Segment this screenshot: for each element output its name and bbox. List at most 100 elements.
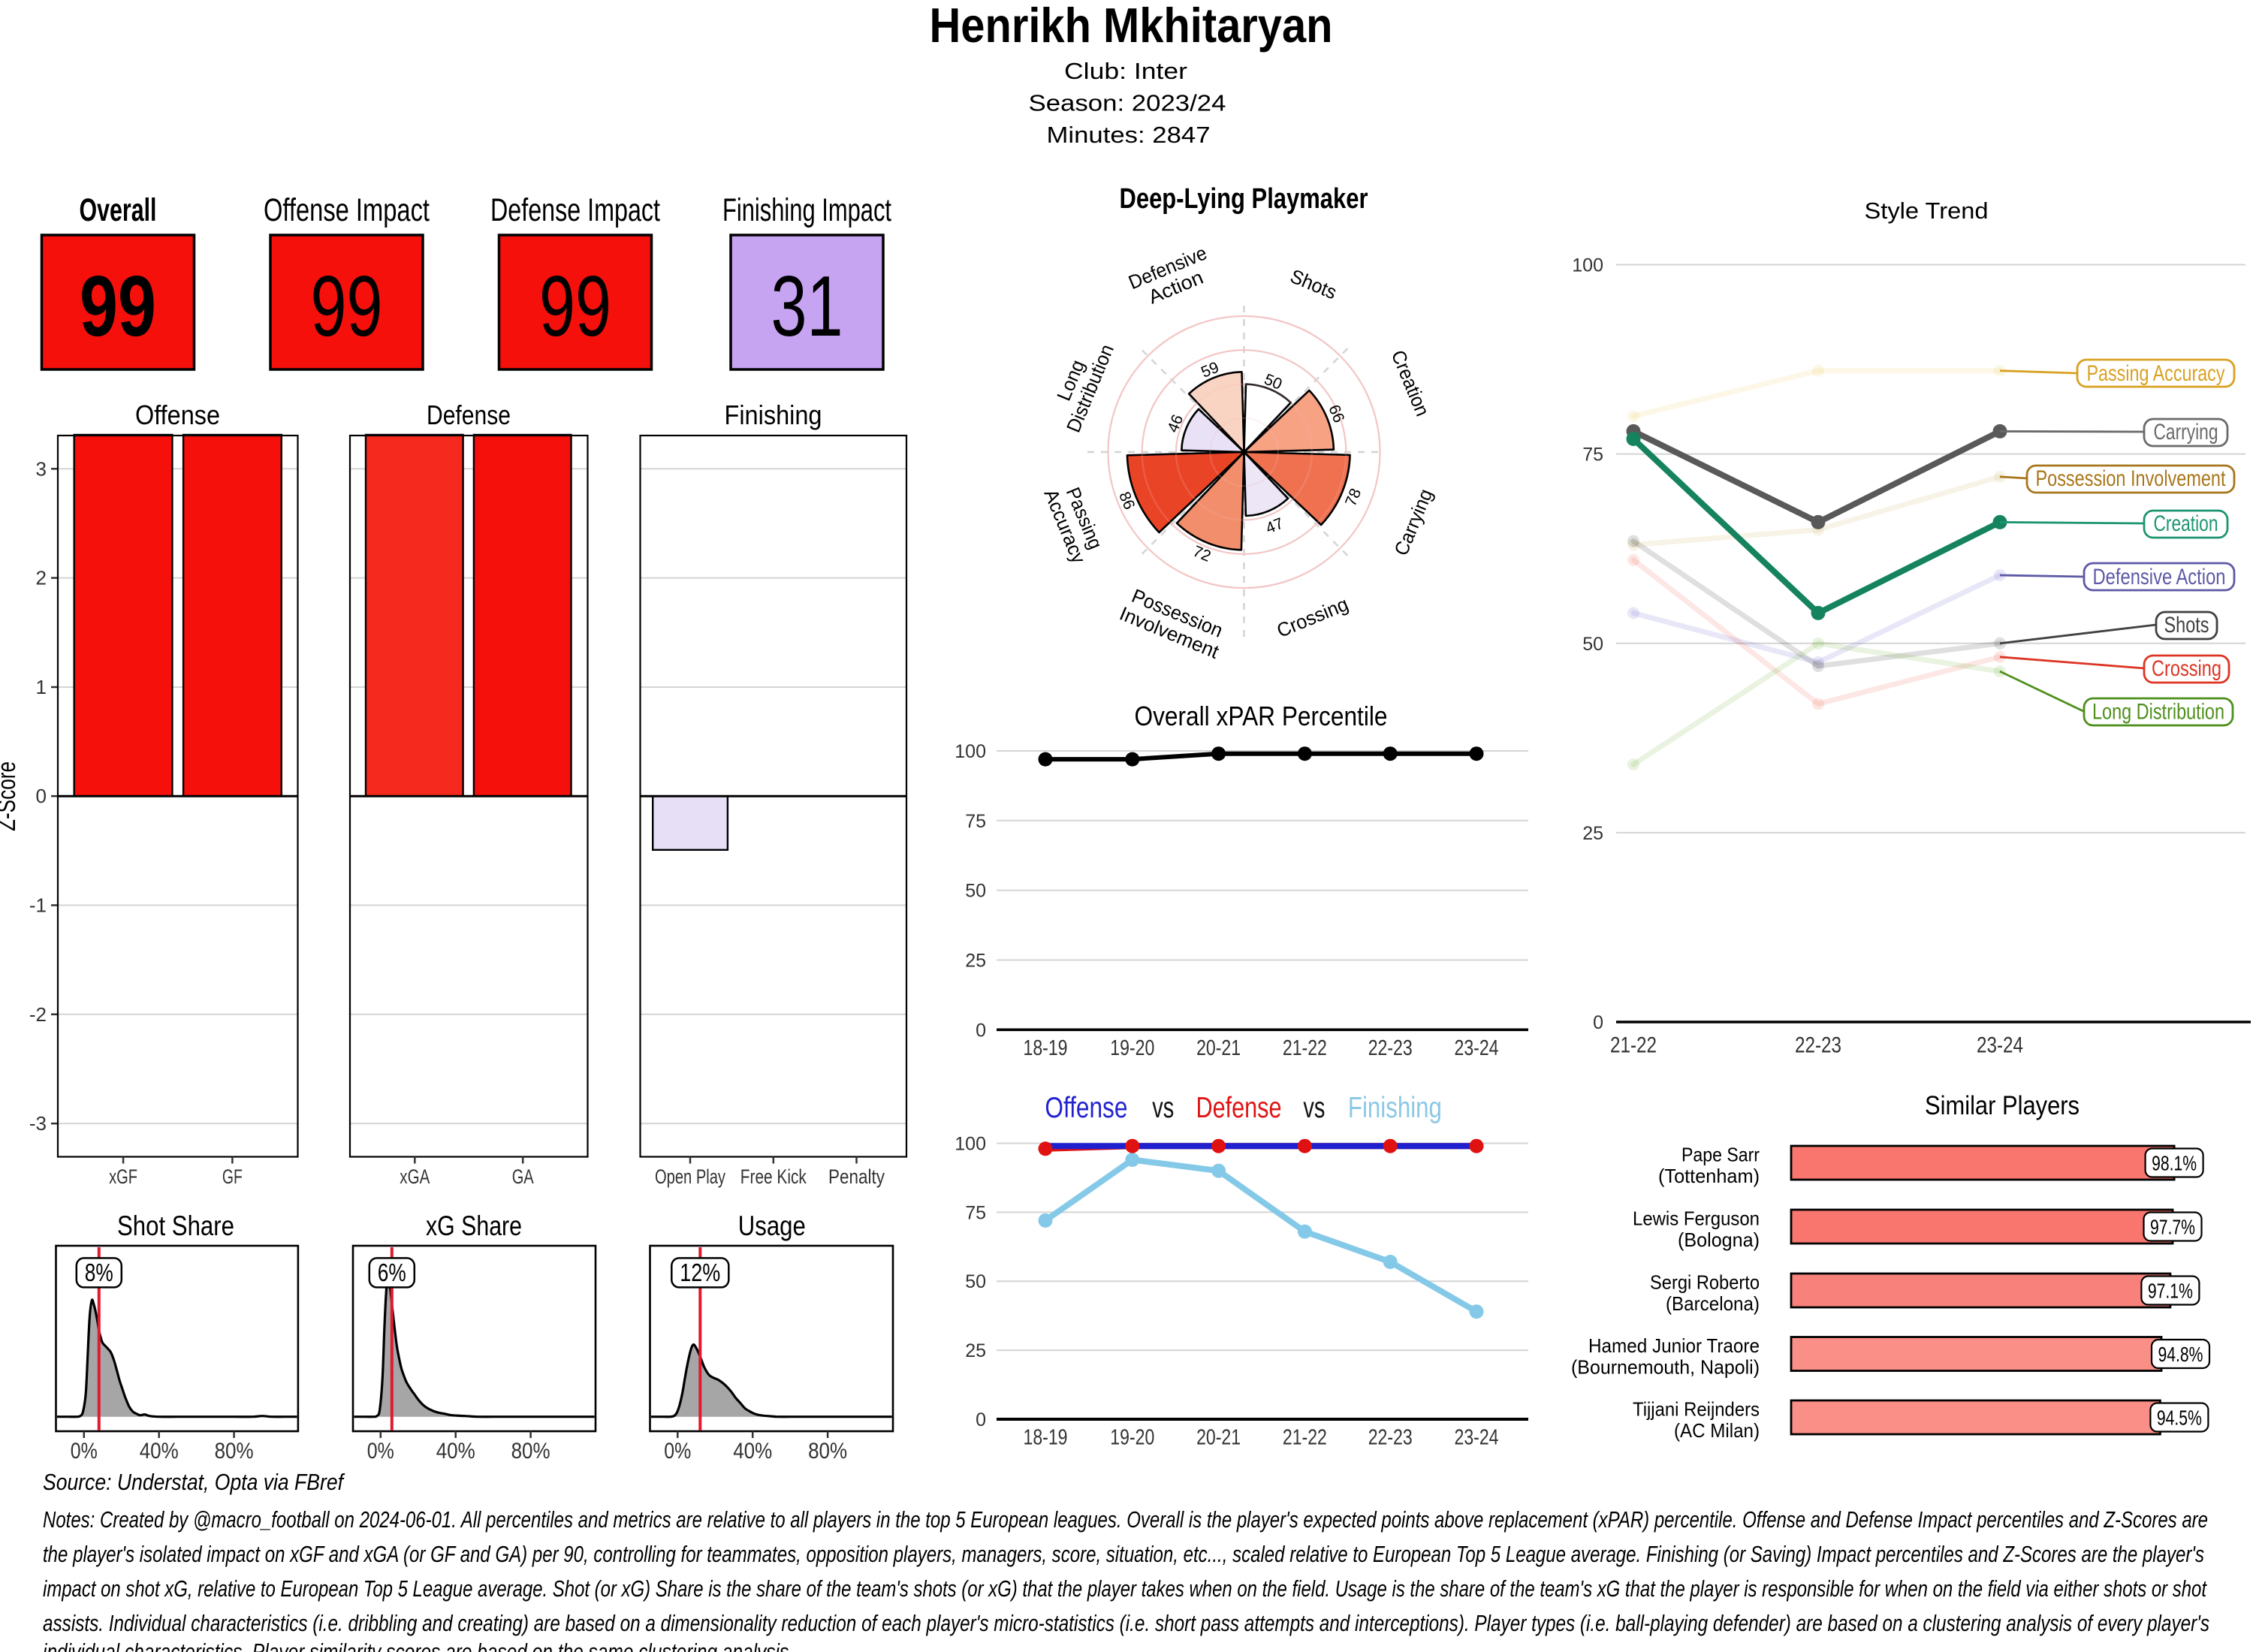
svg-text:Defense: Defense (427, 399, 511, 430)
svg-text:100: 100 (1572, 255, 1603, 276)
svg-text:(Bournemouth, Napoli): (Bournemouth, Napoli) (1571, 1356, 1760, 1379)
svg-text:80%: 80% (215, 1439, 254, 1464)
svg-text:100: 100 (955, 741, 986, 762)
svg-text:3: 3 (36, 457, 47, 480)
svg-text:(Tottenham): (Tottenham) (1658, 1165, 1760, 1187)
svg-text:75: 75 (965, 1202, 986, 1223)
svg-text:40%: 40% (733, 1439, 772, 1464)
svg-text:99: 99 (80, 259, 156, 354)
svg-text:Overall: Overall (80, 192, 157, 228)
svg-text:Hamed Junior Traore: Hamed Junior Traore (1588, 1334, 1760, 1357)
svg-text:50: 50 (965, 881, 986, 902)
svg-text:Defense: Defense (1196, 1092, 1282, 1124)
svg-text:vs: vs (1303, 1092, 1325, 1124)
svg-text:Defensive Action: Defensive Action (2093, 565, 2226, 589)
svg-text:80%: 80% (511, 1439, 550, 1464)
svg-text:xG Share: xG Share (426, 1210, 522, 1241)
svg-text:23-24: 23-24 (1455, 1426, 1499, 1450)
svg-text:GA: GA (512, 1165, 534, 1188)
svg-text:Offense: Offense (1045, 1092, 1127, 1124)
svg-text:(Bologna): (Bologna) (1678, 1228, 1760, 1251)
svg-text:12%: 12% (680, 1259, 720, 1286)
svg-text:Notes: Created by @macro_footb: Notes: Created by @macro_football on 202… (43, 1506, 2208, 1533)
svg-text:31: 31 (771, 259, 843, 354)
svg-text:Free Kick: Free Kick (740, 1165, 807, 1188)
svg-text:(AC Milan): (AC Milan) (1674, 1419, 1760, 1442)
svg-text:50: 50 (965, 1271, 986, 1292)
svg-text:22-23: 22-23 (1368, 1426, 1413, 1450)
svg-text:Shot Share: Shot Share (117, 1210, 234, 1241)
svg-text:Lewis Ferguson: Lewis Ferguson (1633, 1207, 1760, 1230)
svg-text:Defense Impact: Defense Impact (490, 192, 660, 228)
svg-text:Minutes: 2847: Minutes: 2847 (1047, 122, 1211, 148)
svg-text:23-24: 23-24 (1455, 1036, 1499, 1060)
svg-text:50: 50 (1582, 634, 1603, 655)
svg-text:25: 25 (965, 1340, 986, 1361)
svg-text:-2: -2 (29, 1003, 47, 1026)
svg-text:Passing Accuracy: Passing Accuracy (2087, 361, 2225, 386)
svg-text:Z-Score: Z-Score (0, 761, 21, 831)
svg-text:18-19: 18-19 (1024, 1036, 1068, 1060)
svg-text:Possession Involvement: Possession Involvement (2036, 466, 2227, 491)
svg-text:6%: 6% (378, 1259, 406, 1286)
svg-text:Finishing: Finishing (725, 399, 822, 430)
svg-text:97.1%: 97.1% (2148, 1280, 2193, 1303)
svg-text:2: 2 (36, 567, 47, 589)
svg-text:Open Play: Open Play (655, 1165, 725, 1188)
svg-text:Creation: Creation (2154, 511, 2218, 536)
svg-text:75: 75 (1582, 445, 1603, 466)
svg-text:99: 99 (539, 259, 611, 354)
svg-text:22-23: 22-23 (1795, 1033, 1841, 1058)
svg-text:Source: Understat, Opta via FB: Source: Understat, Opta via FBref (43, 1469, 345, 1495)
svg-text:Offense: Offense (135, 399, 220, 430)
svg-text:0%: 0% (367, 1439, 394, 1464)
svg-text:Crossing: Crossing (2152, 656, 2221, 681)
svg-text:0: 0 (976, 1409, 986, 1430)
svg-text:-3: -3 (29, 1112, 47, 1135)
svg-text:18-19: 18-19 (1024, 1426, 1068, 1450)
svg-text:20-21: 20-21 (1196, 1426, 1241, 1450)
svg-text:Finishing Impact: Finishing Impact (722, 192, 891, 228)
svg-text:94.5%: 94.5% (2157, 1406, 2202, 1430)
svg-text:xGF: xGF (109, 1165, 137, 1188)
svg-text:Long Distribution: Long Distribution (2092, 700, 2224, 725)
svg-text:40%: 40% (436, 1439, 475, 1464)
svg-text:Shots: Shots (2164, 613, 2209, 638)
svg-text:97.7%: 97.7% (2150, 1216, 2195, 1239)
svg-text:19-20: 19-20 (1110, 1426, 1154, 1450)
svg-text:Usage: Usage (738, 1210, 806, 1241)
svg-text:20-21: 20-21 (1196, 1036, 1241, 1060)
svg-text:Club: Inter: Club: Inter (1064, 58, 1187, 84)
svg-text:-1: -1 (29, 894, 47, 917)
svg-text:assists. Individual characteri: assists. Individual characteristics (i.e… (43, 1610, 2209, 1636)
svg-text:21-22: 21-22 (1610, 1033, 1657, 1058)
svg-text:98.1%: 98.1% (2152, 1152, 2197, 1175)
svg-text:0: 0 (976, 1020, 986, 1041)
svg-text:individual characteristics. Pl: individual characteristics. Player simil… (43, 1638, 794, 1652)
svg-text:0%: 0% (71, 1439, 98, 1464)
svg-text:Finishing: Finishing (1348, 1092, 1442, 1124)
svg-text:8%: 8% (85, 1259, 113, 1286)
svg-text:(Barcelona): (Barcelona) (1666, 1292, 1760, 1315)
svg-text:Similar Players: Similar Players (1925, 1091, 2080, 1120)
svg-text:vs: vs (1152, 1092, 1174, 1124)
svg-text:0: 0 (36, 785, 47, 807)
svg-text:Offense Impact: Offense Impact (264, 192, 430, 228)
svg-text:94.8%: 94.8% (2158, 1343, 2203, 1366)
svg-text:80%: 80% (808, 1439, 847, 1464)
svg-text:Overall xPAR Percentile: Overall xPAR Percentile (1135, 701, 1388, 731)
svg-text:22-23: 22-23 (1368, 1036, 1413, 1060)
svg-text:0: 0 (1593, 1012, 1603, 1033)
svg-text:99: 99 (311, 259, 383, 354)
svg-text:Carrying: Carrying (2154, 420, 2218, 445)
svg-text:Style Trend: Style Trend (1865, 197, 1989, 224)
svg-text:23-24: 23-24 (1977, 1033, 2023, 1058)
svg-text:1: 1 (36, 676, 47, 698)
svg-text:40%: 40% (140, 1439, 179, 1464)
svg-text:21-22: 21-22 (1283, 1036, 1327, 1060)
svg-text:25: 25 (1582, 823, 1603, 844)
svg-text:GF: GF (222, 1165, 243, 1188)
svg-text:Deep-Lying Playmaker: Deep-Lying Playmaker (1120, 183, 1368, 215)
svg-text:the player's isolated impact o: the player's isolated impact on xGF and … (43, 1541, 2204, 1567)
svg-text:25: 25 (965, 951, 986, 972)
